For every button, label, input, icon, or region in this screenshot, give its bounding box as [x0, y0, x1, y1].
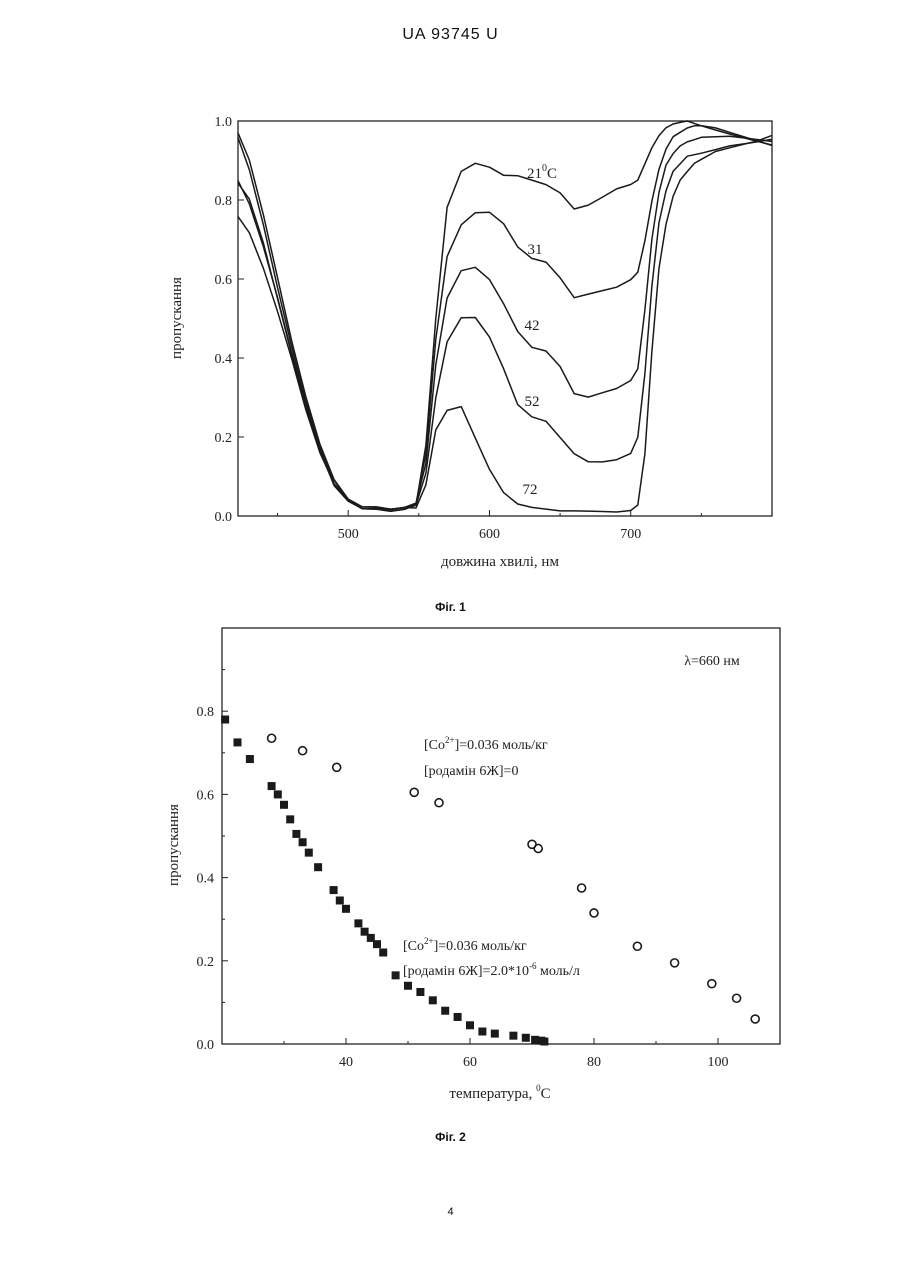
chart-1-series-label: 42 — [525, 318, 540, 334]
chart-2-x-tick-label: 40 — [339, 1055, 353, 1070]
chart-1-y-tick-label: 0.6 — [215, 273, 233, 288]
chart-2-plot-frame — [222, 628, 780, 1044]
chart-2-point-square — [234, 738, 242, 746]
chart-1-series-line — [238, 126, 772, 510]
chart-2-point-square — [292, 830, 300, 838]
chart-2-point-square — [522, 1034, 530, 1042]
chart-2-y-tick-label: 0.8 — [197, 705, 215, 720]
chart-1-series-line — [238, 139, 772, 511]
chart-2-point-circle — [671, 959, 679, 967]
chart-2-point-circle — [299, 747, 307, 755]
chart-1-x-tick-label: 600 — [479, 527, 500, 542]
chart-2-series-label: [родамін 6Ж]=0 — [424, 764, 518, 779]
chart-2-point-square — [342, 905, 350, 913]
chart-2-series-label: [Co2+]=0.036 моль/кг — [403, 936, 527, 954]
chart-2-point-circle — [410, 788, 418, 796]
chart-1-series-label: 31 — [528, 242, 543, 258]
chart-2-point-circle — [333, 763, 341, 771]
chart-2-series-label: [родамін 6Ж]=2.0*10-6 моль/л — [403, 961, 580, 979]
chart-2-point-square — [540, 1038, 548, 1046]
chart-1-series-label: 210C — [527, 163, 557, 182]
chart-2-point-square — [466, 1021, 474, 1029]
chart-2-point-square — [246, 755, 254, 763]
figure-1-chart: 500 600 700 0.0 0.2 0.4 0.6 0.8 1.0 довжина хвилі… — [0, 0, 901, 1273]
chart-2-point-square — [491, 1030, 499, 1038]
chart-2-point-square — [221, 716, 229, 724]
chart-2-x-tick-label: 80 — [587, 1055, 601, 1070]
chart-1-plot-frame — [238, 121, 772, 516]
chart-2-point-square — [274, 790, 282, 798]
figure-1-caption: Фіг. 1 — [0, 600, 901, 614]
chart-2-series-label: [Co2+]=0.036 моль/кг — [424, 735, 548, 753]
chart-1-y-tick-label: 0.4 — [215, 352, 233, 367]
chart-2-point-square — [454, 1013, 462, 1021]
chart-2-point-square — [416, 988, 424, 996]
chart-1-series-line — [238, 135, 772, 512]
chart-1-y-axis-label: пропускання — [169, 277, 185, 359]
chart-2-point-square — [286, 815, 294, 823]
chart-2-point-square — [299, 838, 307, 846]
chart-2-point-circle — [751, 1015, 759, 1023]
chart-2-point-square — [330, 886, 338, 894]
chart-1-series-line — [238, 121, 772, 511]
chart-1-y-tick-label: 1.0 — [215, 115, 233, 130]
chart-1-y-tick-label: 0.0 — [215, 510, 233, 525]
chart-2-point-circle — [733, 994, 741, 1002]
chart-2-y-tick-label: 0.6 — [197, 788, 215, 803]
chart-1-x-axis-label: довжина хвилі, нм — [441, 554, 559, 570]
chart-1-series-label: 52 — [525, 394, 540, 410]
chart-2-x-axis-label: температура, 0C — [449, 1083, 550, 1102]
chart-2-point-square — [280, 801, 288, 809]
chart-1-series-label: 72 — [523, 482, 538, 498]
chart-2-y-axis-label: пропускання — [166, 804, 182, 886]
figure-2-caption: Фіг. 2 — [0, 1130, 901, 1144]
chart-2-x-tick-label: 60 — [463, 1055, 477, 1070]
chart-2-point-square — [392, 971, 400, 979]
chart-2-y-tick-label: 0.2 — [197, 955, 215, 970]
chart-2-y-tick-label: 0.0 — [197, 1038, 215, 1053]
chart-2-point-square — [268, 782, 276, 790]
chart-2-point-square — [404, 982, 412, 990]
chart-2-point-circle — [578, 884, 586, 892]
chart-2-y-tick-label: 0.4 — [197, 872, 215, 887]
chart-2-x-tick-label: 100 — [708, 1055, 729, 1070]
chart-2-point-square — [336, 896, 344, 904]
chart-2-annotation: λ=660 нм — [684, 654, 740, 669]
chart-1-y-tick-label: 0.8 — [215, 194, 233, 209]
chart-2-point-circle — [633, 942, 641, 950]
chart-1-y-tick-label: 0.2 — [215, 431, 233, 446]
chart-1-x-tick-label: 500 — [338, 527, 359, 542]
chart-1-x-tick-label: 700 — [620, 527, 641, 542]
page-number: 4 — [0, 1206, 901, 1218]
chart-2-point-circle — [268, 734, 276, 742]
chart-2-point-square — [478, 1028, 486, 1036]
chart-2-point-circle — [590, 909, 598, 917]
chart-1: 500 600 700 0.0 0.2 0.4 0.6 0.8 1.0 довжина хвилі… — [169, 115, 772, 570]
chart-2-point-square — [354, 919, 362, 927]
chart-2-point-square — [509, 1032, 517, 1040]
chart-2-point-square — [429, 996, 437, 1004]
chart-2-point-circle — [435, 799, 443, 807]
chart-2-point-square — [379, 948, 387, 956]
chart-2-point-square — [373, 940, 381, 948]
chart-2-point-circle — [534, 844, 542, 852]
chart-2-point-square — [441, 1007, 449, 1015]
chart-2: 40 60 80 100 0.0 0.2 0.4 0.6 0.8 температура, 0C п… — [166, 628, 780, 1102]
chart-1-series-line — [238, 136, 772, 509]
chart-2-point-square — [314, 863, 322, 871]
chart-2-point-square — [305, 849, 313, 857]
chart-2-point-circle — [708, 980, 716, 988]
